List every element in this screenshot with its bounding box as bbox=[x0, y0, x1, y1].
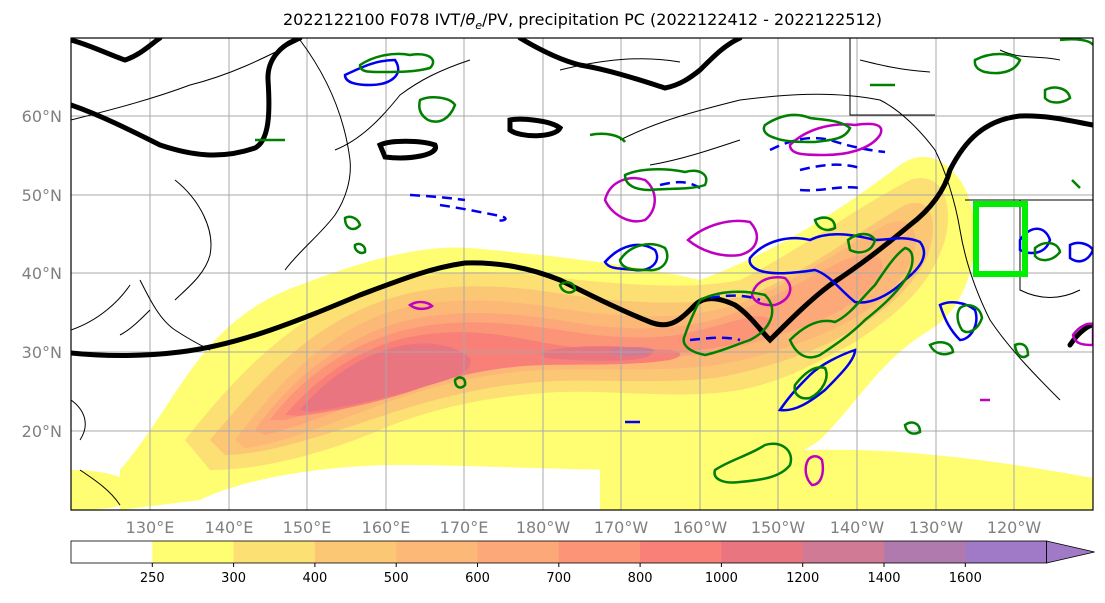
gridlines bbox=[71, 38, 1093, 510]
lat-labels: 60°N 50°N 40°N 30°N 20°N bbox=[22, 107, 62, 441]
lon-label: 120°W bbox=[987, 518, 1042, 537]
pv-magenta-contours bbox=[407, 122, 1093, 487]
lat-label: 20°N bbox=[22, 422, 62, 441]
title-theta: θ bbox=[465, 10, 476, 29]
colorbar-tick-label: 400 bbox=[302, 571, 327, 586]
lon-label: 150°E bbox=[283, 518, 332, 537]
title-suffix: /PV, precipitation PC (2022122412 - 2022… bbox=[482, 10, 883, 29]
title-prefix: 2022122100 F078 IVT/ bbox=[282, 10, 466, 29]
colorbar-segment bbox=[965, 541, 1048, 563]
colorbar-segment bbox=[721, 541, 804, 563]
ivt-shading bbox=[71, 156, 1093, 510]
colorbar-tick-label: 700 bbox=[546, 571, 571, 586]
lon-label: 130°E bbox=[126, 518, 175, 537]
colorbar-tick-label: 1600 bbox=[949, 571, 982, 586]
lon-label: 180°W bbox=[516, 518, 571, 537]
colorbar-segment bbox=[558, 541, 641, 563]
highlight-box bbox=[973, 201, 1028, 277]
lat-label: 30°N bbox=[22, 343, 62, 362]
colorbar-tick-label: 1200 bbox=[786, 571, 819, 586]
lon-label: 160°W bbox=[673, 518, 728, 537]
colorbar-segment bbox=[71, 541, 153, 563]
pv-blue-dashed-contours bbox=[409, 136, 886, 342]
colorbar-segment bbox=[884, 541, 966, 563]
lon-label: 130°W bbox=[909, 518, 964, 537]
lon-label: 140°W bbox=[830, 518, 885, 537]
colorbar-segment bbox=[477, 541, 560, 563]
lon-label: 170°W bbox=[594, 518, 649, 537]
figure-title: 2022122100 F078 IVT/θe/PV, precipitation… bbox=[0, 10, 1105, 32]
coastlines bbox=[71, 38, 1093, 506]
colorbar-tick-label: 500 bbox=[384, 571, 409, 586]
precip-contours bbox=[255, 38, 1093, 484]
colorbar-tick-label: 1400 bbox=[867, 571, 900, 586]
colorbar-segment bbox=[640, 541, 722, 563]
lat-label: 50°N bbox=[22, 186, 62, 205]
colorbar-extend-arrow bbox=[1046, 540, 1095, 564]
lat-label: 40°N bbox=[22, 264, 62, 283]
colorbar-tick-label: 300 bbox=[221, 571, 246, 586]
colorbar-segment bbox=[152, 541, 235, 563]
lon-label: 160°E bbox=[362, 518, 411, 537]
lon-labels: 130°E 140°E 150°E 160°E 170°E 180°W 170°… bbox=[126, 518, 1042, 537]
map-plot-area bbox=[71, 38, 1093, 510]
colorbar-tick-label: 800 bbox=[628, 571, 653, 586]
colorbar-tick-label: 1000 bbox=[705, 571, 738, 586]
lon-label: 150°W bbox=[751, 518, 806, 537]
colorbar: 250 300 400 500 600 700 800 1000 1200 1400 1600 bbox=[70, 540, 1095, 586]
colorbar-tick-label: 250 bbox=[140, 571, 165, 586]
colorbar-tick-label: 600 bbox=[465, 571, 490, 586]
lat-label: 60°N bbox=[22, 107, 62, 126]
map-frame bbox=[70, 37, 1094, 511]
lon-label: 170°E bbox=[440, 518, 489, 537]
colorbar-segment bbox=[233, 541, 316, 563]
colorbar-segment bbox=[314, 541, 397, 563]
colorbar-segment bbox=[802, 541, 885, 563]
colorbar-segment bbox=[396, 541, 478, 563]
lon-label: 140°E bbox=[205, 518, 254, 537]
title-theta-sub: e bbox=[475, 19, 483, 33]
